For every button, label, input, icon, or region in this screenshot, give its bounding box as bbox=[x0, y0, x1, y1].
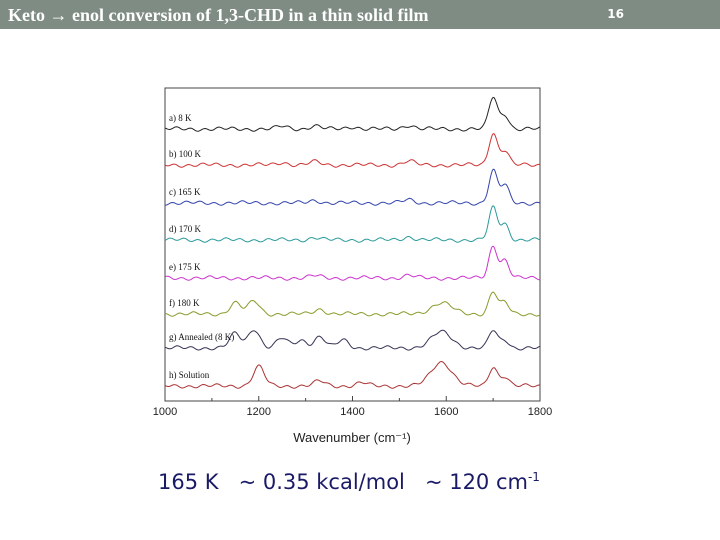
x-tick-label-4: 1600 bbox=[434, 406, 458, 418]
series-line-7 bbox=[164, 329, 541, 351]
slide-number: 16 bbox=[607, 7, 624, 21]
series-label-8: h) Solution bbox=[169, 370, 210, 380]
x-tick-label-2: 1200 bbox=[247, 406, 271, 418]
title-bar: Keto → enol conversion of 1,3-CHD in a t… bbox=[0, 0, 720, 29]
x-tick-label-3: 1400 bbox=[340, 406, 364, 418]
series-line-4 bbox=[164, 205, 541, 243]
series-label-1: a) 8 K bbox=[169, 113, 192, 123]
series-line-8 bbox=[164, 360, 541, 389]
series-line-5 bbox=[164, 245, 540, 281]
caption-wavenumber: ~ 120 cm bbox=[424, 470, 528, 494]
x-tick-label-1: 1000 bbox=[153, 406, 177, 418]
trace-labels: a) 8 K b) 100 K c) 165 K d) 170 K e) 175 K f)… bbox=[169, 113, 234, 380]
series-line-6 bbox=[165, 291, 541, 317]
slide-title: Keto → enol conversion of 1,3-CHD in a t… bbox=[8, 5, 429, 25]
series-label-6: f) 180 K bbox=[169, 298, 200, 308]
energy-caption: 165 K ~ 0.35 kcal/mol ~ 120 cm-1 bbox=[158, 470, 540, 494]
series-label-4: d) 170 K bbox=[169, 224, 201, 234]
x-axis-title: Wavenumber (cm⁻¹) bbox=[293, 430, 411, 445]
series-line-3 bbox=[164, 168, 541, 206]
caption-temperature: 165 K bbox=[158, 470, 219, 494]
x-tick-label-5: 1800 bbox=[528, 406, 552, 418]
x-axis-ticks: 1000 1200 1400 1600 1800 bbox=[153, 396, 552, 418]
caption-kcal: ~ 0.35 kcal/mol bbox=[238, 470, 405, 494]
series-line-2 bbox=[164, 133, 541, 168]
series-label-5: e) 175 K bbox=[169, 262, 201, 272]
plot-frame bbox=[164, 87, 541, 402]
caption-wavenumber-exponent: -1 bbox=[527, 470, 540, 484]
series-label-2: b) 100 K bbox=[169, 149, 201, 159]
series-label-3: c) 165 K bbox=[169, 187, 201, 197]
series-line-1 bbox=[164, 96, 541, 132]
series-label-7: g) Annealed (8 K) bbox=[169, 332, 234, 342]
spectra-traces bbox=[164, 96, 541, 389]
